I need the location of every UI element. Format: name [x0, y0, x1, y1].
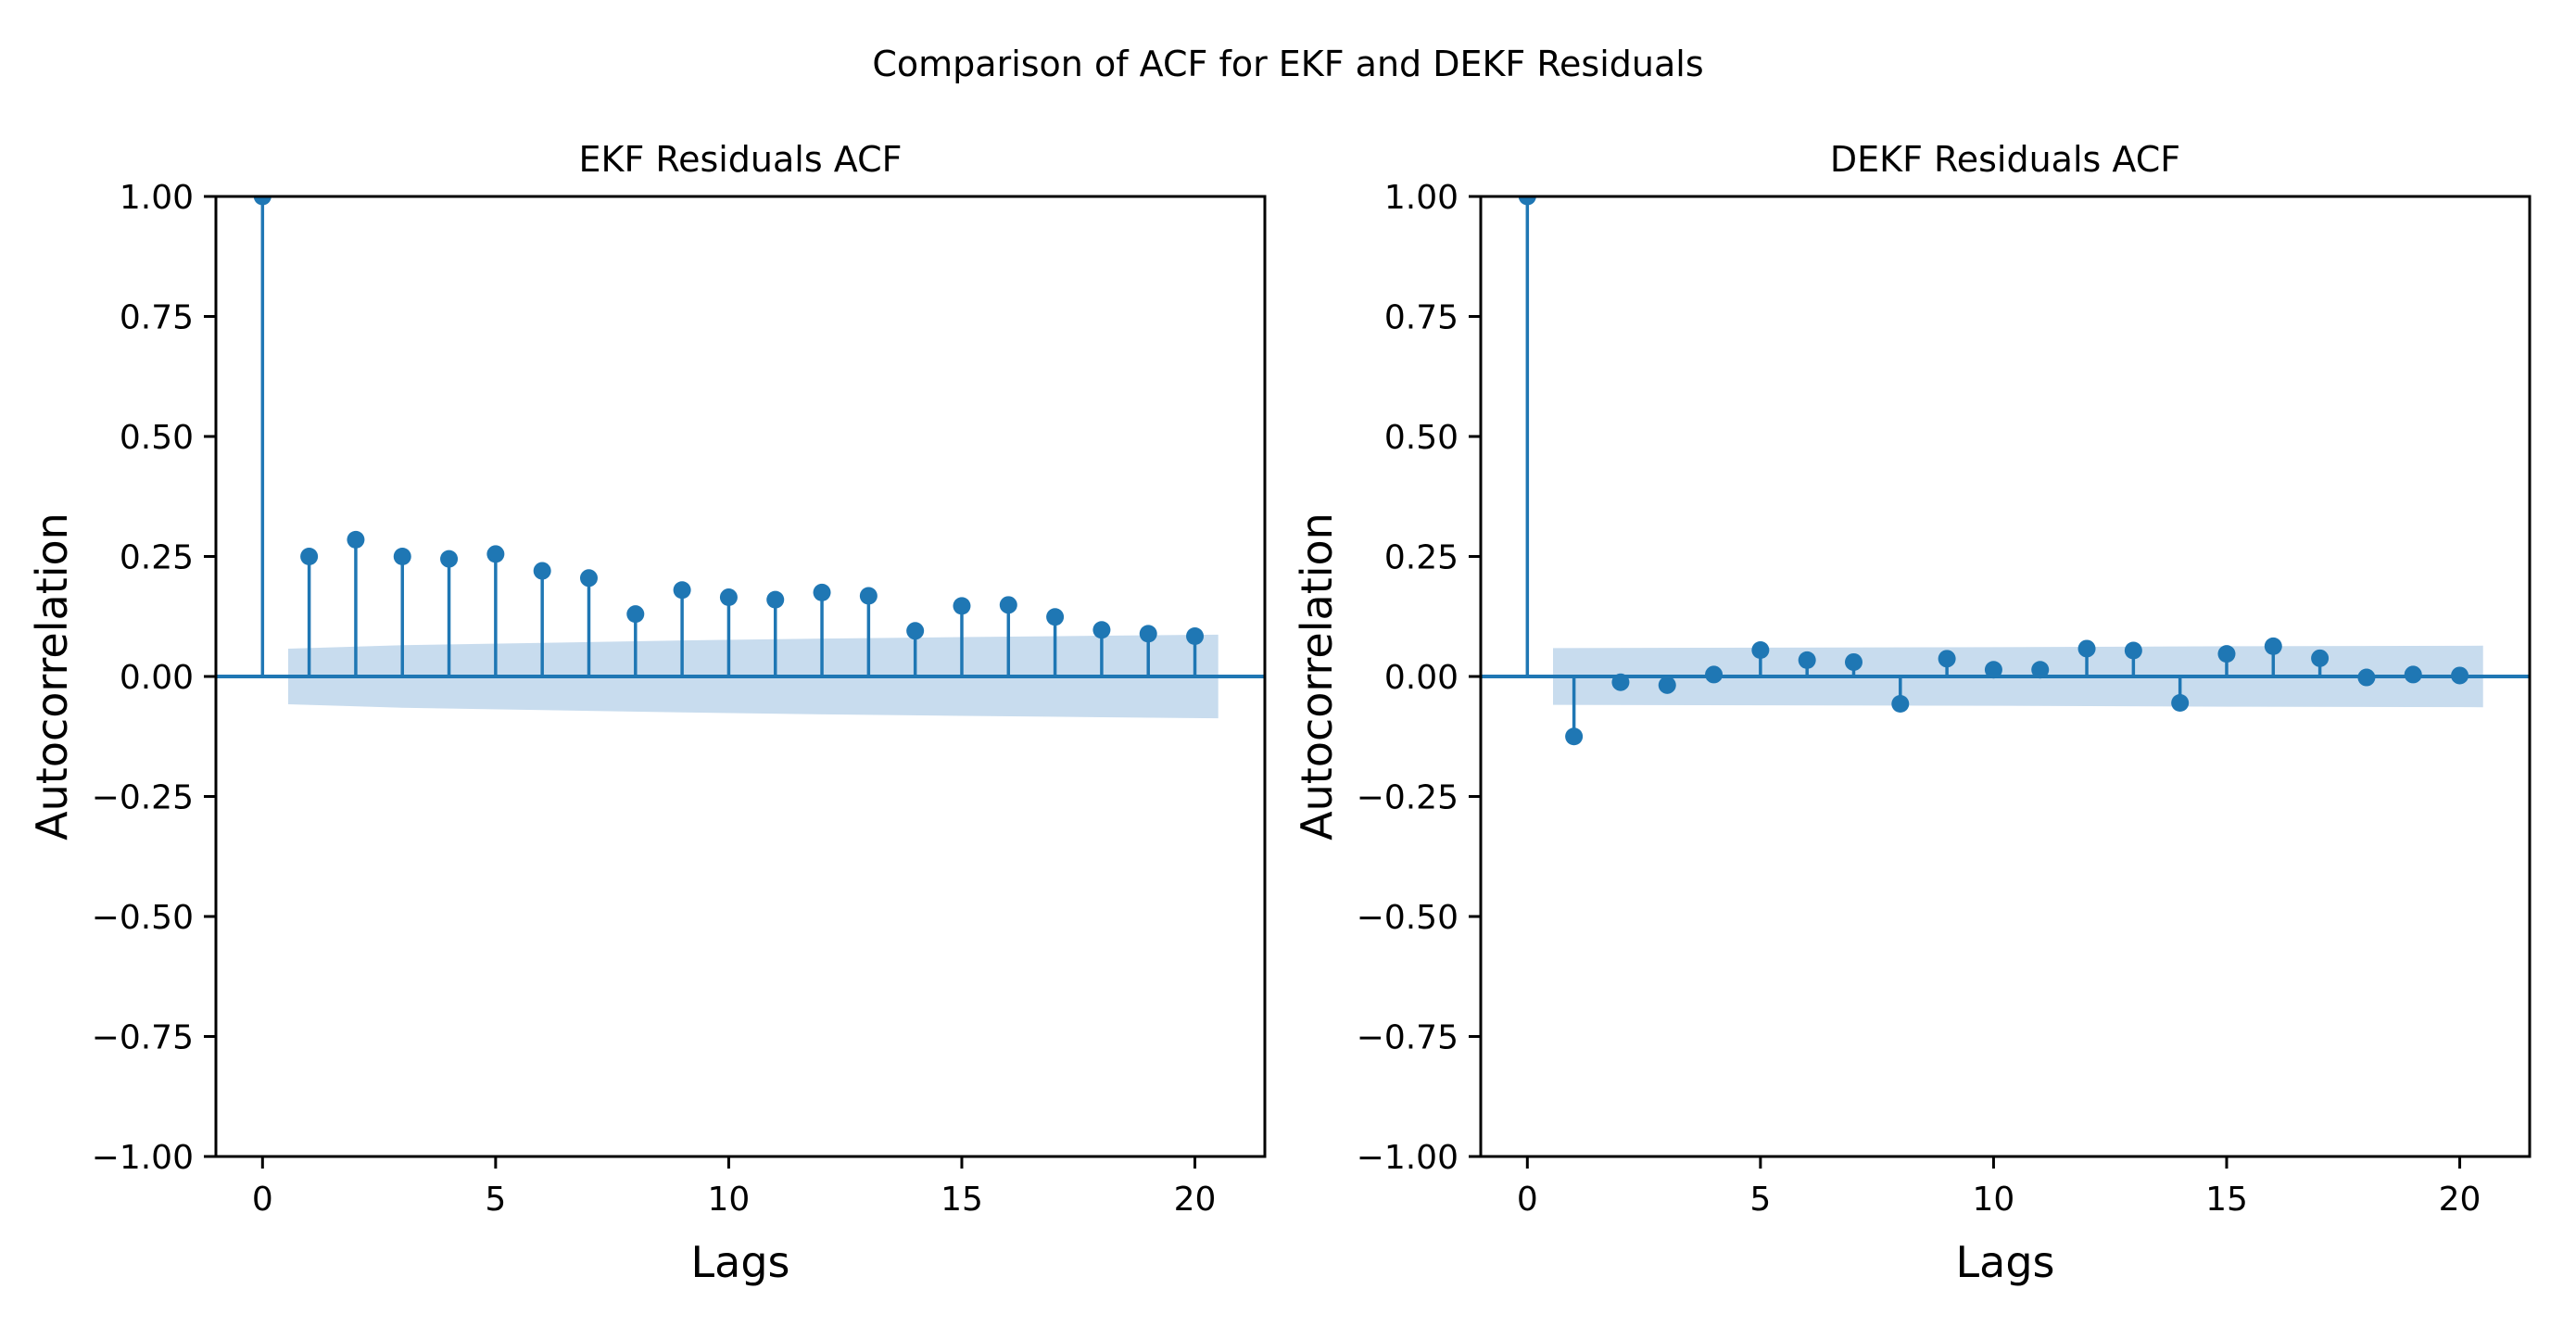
- dekf-marker-lag-15: [2217, 645, 2236, 664]
- ekf-marker-lag-15: [953, 597, 971, 615]
- ekf-ytick-label-4: 0.00: [120, 659, 194, 697]
- dekf-marker-lag-20: [2451, 666, 2469, 685]
- ekf-subplot: EKF Residuals ACF Lags Autocorrelation 0…: [27, 139, 1267, 1287]
- ekf-marker-lag-20: [1186, 626, 1205, 645]
- ekf-marker-lag-10: [719, 588, 738, 607]
- ekf-xtick-label-15: 15: [941, 1181, 983, 1219]
- dekf-ytick-label-3: 0.25: [1384, 539, 1458, 577]
- dekf-marker-lag-13: [2124, 641, 2142, 660]
- dekf-marker-lag-19: [2404, 665, 2422, 684]
- dekf-plot-area: 0 5 10 15 20 1.00 0.75 0.50 0.25 0.00 −0.25 −0.50 −0…: [1357, 179, 2532, 1219]
- ekf-marker-lag-9: [673, 581, 691, 600]
- dekf-marker-lag-9: [1938, 650, 1956, 668]
- ekf-xtick-label-10: 10: [708, 1181, 751, 1219]
- dekf-marker-lag-17: [2311, 649, 2330, 667]
- ekf-xtick-label-5: 5: [485, 1181, 506, 1219]
- dekf-ytick-label-2: 0.50: [1384, 419, 1458, 457]
- dekf-ytick-label-6: −0.50: [1357, 899, 1458, 937]
- ekf-marker-lag-16: [999, 596, 1017, 614]
- ekf-ytick-label-8: −1.00: [92, 1139, 194, 1177]
- ekf-ytick-label-5: −0.25: [92, 779, 194, 817]
- ekf-ytick-label-1: 0.75: [120, 299, 194, 337]
- dekf-marker-lag-5: [1751, 641, 1770, 660]
- ekf-marker-lag-13: [859, 587, 878, 605]
- ekf-marker-lag-11: [766, 590, 785, 609]
- dekf-xtick-label-5: 5: [1749, 1181, 1771, 1219]
- dekf-marker-lag-16: [2264, 637, 2282, 655]
- ekf-marker-lag-7: [579, 569, 598, 588]
- ekf-stems-group: [253, 196, 1205, 676]
- dekf-marker-lag-6: [1798, 651, 1816, 669]
- ekf-marker-lag-1: [300, 548, 319, 565]
- dekf-marker-lag-7: [1844, 652, 1863, 671]
- dekf-marker-lag-11: [2031, 661, 2050, 679]
- dekf-ylabel: Autocorrelation: [1292, 512, 1342, 840]
- dekf-marker-lag-1: [1565, 727, 1584, 746]
- ekf-ylabel: Autocorrelation: [27, 512, 77, 840]
- dekf-marker-lag-10: [1984, 661, 2002, 679]
- dekf-ytick-label-8: −1.00: [1357, 1139, 1458, 1177]
- figure-suptitle: Comparison of ACF for EKF and DEKF Resid…: [872, 44, 1703, 84]
- ekf-xtick-label-0: 0: [252, 1181, 273, 1219]
- dekf-xtick-label-10: 10: [1973, 1181, 2015, 1219]
- ekf-marker-lag-5: [486, 545, 505, 563]
- dekf-ytick-label-0: 1.00: [1384, 179, 1458, 217]
- dekf-xlabel: Lags: [1956, 1237, 2055, 1287]
- ekf-marker-lag-0: [253, 196, 271, 206]
- ekf-marker-lag-14: [906, 622, 925, 640]
- dekf-marker-lag-0: [1518, 196, 1536, 206]
- dekf-ytick-label-5: −0.25: [1357, 779, 1458, 817]
- ekf-ytick-label-7: −0.75: [92, 1019, 194, 1057]
- dekf-marker-lag-14: [2171, 693, 2190, 712]
- ekf-xlabel: Lags: [691, 1237, 790, 1287]
- dekf-xtick-label-20: 20: [2439, 1181, 2481, 1219]
- dekf-marker-lag-18: [2357, 668, 2376, 687]
- dekf-ytick-label-1: 0.75: [1384, 299, 1458, 337]
- ekf-plot-title: EKF Residuals ACF: [579, 139, 903, 180]
- dekf-marker-lag-3: [1658, 676, 1676, 694]
- ekf-ytick-label-2: 0.50: [120, 419, 194, 457]
- dekf-stems-group: [1518, 196, 2469, 746]
- dekf-ytick-label-7: −0.75: [1357, 1019, 1458, 1057]
- ekf-marker-lag-4: [440, 550, 459, 568]
- dekf-marker-lag-4: [1705, 665, 1724, 684]
- ekf-marker-lag-6: [533, 562, 551, 580]
- dekf-marker-lag-2: [1611, 673, 1630, 691]
- dekf-xtick-label-15: 15: [2205, 1181, 2248, 1219]
- ekf-marker-lag-8: [626, 605, 645, 624]
- ekf-marker-lag-19: [1139, 625, 1157, 643]
- dekf-plot-title: DEKF Residuals ACF: [1830, 139, 2180, 180]
- ekf-marker-lag-2: [347, 530, 365, 549]
- ekf-ytick-label-6: −0.50: [92, 899, 194, 937]
- ekf-ytick-label-3: 0.25: [120, 539, 194, 577]
- dekf-xtick-label-0: 0: [1517, 1181, 1538, 1219]
- dekf-marker-lag-12: [2077, 639, 2096, 658]
- ekf-marker-lag-3: [393, 548, 411, 565]
- ekf-plot-area: 0 5 10 15 20 1.00 0.75 0.50 0.25 0.00 −0.25 −0.50 −0…: [92, 179, 1267, 1219]
- ekf-plot-border: [214, 195, 1267, 1158]
- ekf-ytick-label-0: 1.00: [120, 179, 194, 217]
- ekf-marker-lag-17: [1046, 608, 1065, 626]
- ekf-marker-lag-12: [813, 583, 831, 601]
- ekf-marker-lag-18: [1092, 621, 1111, 639]
- dekf-plot-border: [1479, 195, 2532, 1158]
- ekf-xtick-label-20: 20: [1174, 1181, 1217, 1219]
- dekf-ytick-label-4: 0.00: [1384, 659, 1458, 697]
- dekf-subplot: DEKF Residuals ACF Lags Autocorrelation …: [1292, 139, 2532, 1287]
- dekf-marker-lag-8: [1891, 695, 1910, 714]
